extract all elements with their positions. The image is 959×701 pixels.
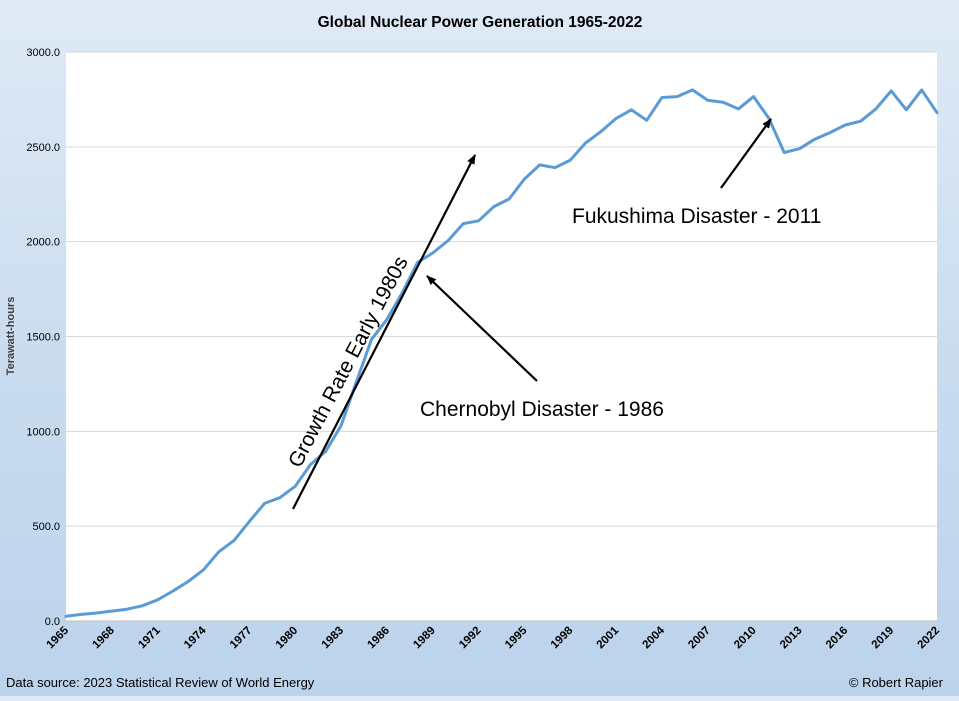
- chart-title: Global Nuclear Power Generation 1965-202…: [318, 14, 643, 31]
- x-tick-label: 2004: [640, 624, 667, 651]
- gridlines: [66, 51, 937, 527]
- x-tick-label: 1989: [411, 625, 438, 652]
- x-tick-label: 2019: [870, 625, 897, 652]
- credit-label: © Robert Rapier: [849, 675, 944, 690]
- chernobyl-annotation: Chernobyl Disaster - 1986: [420, 398, 664, 421]
- x-tick-label: 1998: [549, 624, 576, 651]
- x-tick-label: 1974: [182, 624, 209, 651]
- y-tick-label: 0.0: [45, 616, 60, 628]
- x-tick-label: 2022: [916, 625, 943, 652]
- x-tick-label: 2010: [732, 625, 759, 652]
- x-tick-label: 1968: [90, 624, 117, 651]
- series-line: [64, 88, 939, 618]
- x-tick-label: 2007: [686, 625, 713, 652]
- x-tick-label: 2013: [778, 625, 805, 652]
- y-tick-label: 2000.0: [26, 237, 60, 249]
- y-tick-label: 3000.0: [26, 47, 60, 59]
- x-tick-label: 1995: [503, 624, 530, 651]
- x-tick-label: 1965: [45, 624, 72, 651]
- x-tick-label: 1986: [365, 625, 392, 652]
- x-tick-label: 1977: [228, 625, 255, 652]
- chernobyl-arrow: [426, 275, 538, 382]
- x-tick-label: 1983: [320, 625, 347, 652]
- x-tick-label: 1971: [136, 624, 163, 651]
- y-tick-label: 2500.0: [26, 142, 60, 154]
- x-tick-label: 2016: [824, 625, 851, 652]
- data-source-label: Data source: 2023 Statistical Review of …: [6, 675, 315, 690]
- fukushima-arrow: [720, 118, 772, 189]
- x-tick-label: 1980: [274, 625, 301, 652]
- y-axis-label: Terawatt-hours: [5, 297, 17, 376]
- growth-rate-arrow: [292, 154, 476, 510]
- y-tick-label: 1500.0: [26, 332, 60, 344]
- y-tick-label: 500.0: [32, 521, 60, 533]
- y-tick-label: 1000.0: [26, 426, 60, 438]
- fukushima-annotation: Fukushima Disaster - 2011: [572, 205, 821, 228]
- x-tick-label: 2001: [595, 624, 622, 651]
- series-layer: [64, 88, 939, 618]
- x-tick-label: 1992: [457, 625, 484, 652]
